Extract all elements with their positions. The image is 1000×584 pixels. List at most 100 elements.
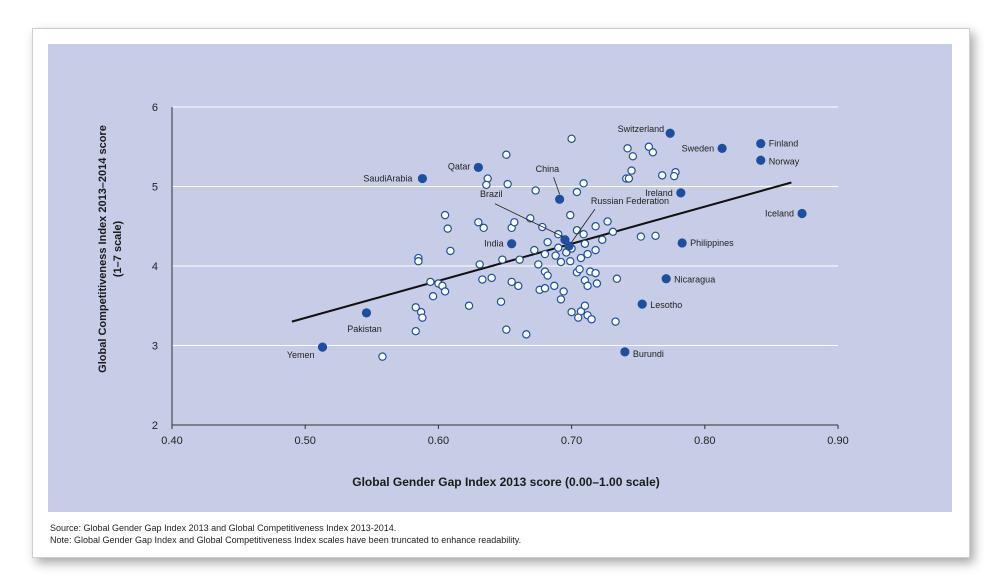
data-point bbox=[583, 249, 592, 259]
data-point bbox=[478, 275, 487, 284]
point-label: India bbox=[484, 239, 504, 249]
data-point-labeled bbox=[417, 173, 428, 184]
data-point bbox=[551, 251, 560, 260]
data-point-labeled bbox=[756, 138, 766, 149]
point-label: Russian Federation bbox=[591, 196, 669, 206]
data-point bbox=[603, 217, 612, 226]
data-point-labeled bbox=[717, 143, 727, 153]
data-point bbox=[591, 268, 600, 278]
data-point bbox=[628, 152, 638, 161]
data-point bbox=[440, 210, 450, 220]
point-label: Iceland bbox=[765, 209, 794, 219]
data-point bbox=[534, 260, 543, 269]
data-point bbox=[612, 274, 622, 283]
data-point bbox=[566, 257, 575, 266]
y-tick-label: 4 bbox=[152, 261, 158, 273]
data-point bbox=[414, 257, 423, 266]
axes bbox=[171, 107, 839, 429]
data-point bbox=[575, 264, 584, 274]
point-label: Philippines bbox=[690, 238, 734, 248]
data-point bbox=[543, 271, 552, 280]
data-point-labeled bbox=[676, 188, 686, 198]
data-point bbox=[479, 223, 488, 233]
data-point bbox=[580, 301, 590, 310]
data-point-labeled bbox=[797, 208, 807, 219]
tick-labels: 2 3 4 5 6 0.40 0.50 0.60 0.70 0.80 0.90 bbox=[152, 102, 849, 447]
data-point bbox=[583, 281, 592, 291]
data-point bbox=[540, 249, 550, 259]
data-point bbox=[378, 352, 387, 361]
data-point bbox=[428, 292, 438, 301]
data-point bbox=[411, 326, 420, 336]
data-point bbox=[566, 210, 575, 220]
y-tick-label: 6 bbox=[152, 102, 158, 114]
data-point bbox=[502, 325, 511, 334]
data-point bbox=[556, 257, 566, 267]
data-point bbox=[446, 246, 455, 256]
data-point bbox=[567, 307, 576, 317]
data-point bbox=[644, 142, 654, 151]
data-point bbox=[550, 281, 559, 291]
x-tick-label: 0.40 bbox=[161, 435, 182, 447]
scatter-chart: 2 3 4 5 6 0.40 0.50 0.60 0.70 0.80 0.90 Switzerlan… bbox=[97, 102, 849, 489]
point-label: Brazil bbox=[480, 189, 503, 199]
footnote: Note: Global Gender Gap Index and Global… bbox=[50, 535, 522, 545]
data-point-labeled bbox=[507, 239, 517, 249]
data-point bbox=[608, 227, 618, 237]
data-point bbox=[510, 218, 519, 227]
data-point-labeled bbox=[361, 308, 372, 318]
point-label: Norway bbox=[769, 156, 800, 166]
point-label: Finland bbox=[769, 139, 799, 149]
data-point bbox=[514, 281, 523, 291]
data-point-labeled bbox=[317, 342, 328, 352]
data-point bbox=[611, 317, 620, 326]
data-point bbox=[502, 150, 511, 159]
data-point bbox=[556, 295, 566, 304]
data-point bbox=[540, 284, 550, 293]
point-label: China bbox=[536, 164, 560, 174]
leader-line bbox=[494, 203, 564, 238]
data-point bbox=[475, 260, 484, 269]
chart-panel bbox=[48, 44, 952, 512]
data-point bbox=[572, 226, 582, 235]
data-point bbox=[657, 171, 667, 180]
data-point bbox=[572, 187, 582, 197]
point-label: Lesotho bbox=[650, 300, 682, 310]
data-point bbox=[530, 245, 539, 255]
x-tick-label: 0.80 bbox=[694, 435, 715, 447]
data-point bbox=[579, 179, 588, 188]
y-axis-title-line1: Global Competitiveness Index 2013–2014 s… bbox=[97, 125, 109, 373]
data-point bbox=[440, 287, 450, 296]
data-point bbox=[522, 330, 531, 339]
leader-line bbox=[570, 208, 596, 244]
data-point bbox=[411, 303, 420, 312]
notes: Source: Global Gender Gap Index 2013 and… bbox=[50, 522, 950, 546]
data-point bbox=[443, 224, 452, 233]
point-label: Ireland bbox=[645, 188, 673, 198]
data-point bbox=[464, 301, 474, 310]
data-point bbox=[474, 218, 483, 227]
point-label: Qatar bbox=[448, 161, 471, 171]
data-point bbox=[574, 313, 583, 322]
data-point bbox=[580, 239, 590, 248]
data-point bbox=[636, 232, 646, 241]
x-tick-label: 0.70 bbox=[561, 435, 582, 447]
data-point bbox=[627, 166, 636, 175]
grid-lines bbox=[172, 106, 838, 346]
x-tick-label: 0.90 bbox=[827, 435, 848, 447]
x-tick-label: 0.50 bbox=[294, 435, 315, 447]
point-label: Pakistan bbox=[347, 324, 382, 334]
point-label: Nicaragua bbox=[674, 275, 715, 285]
data-point bbox=[587, 315, 596, 324]
data-point bbox=[624, 174, 634, 183]
data-point bbox=[498, 255, 507, 264]
data-point bbox=[531, 186, 540, 195]
leader-line bbox=[553, 177, 560, 195]
data-point bbox=[648, 148, 658, 157]
data-point bbox=[543, 237, 552, 247]
data-point bbox=[418, 313, 427, 322]
data-point-labeled bbox=[665, 128, 675, 138]
data-point bbox=[503, 179, 512, 189]
x-tick-label: 0.60 bbox=[428, 435, 449, 447]
source-note: Source: Global Gender Gap Index 2013 and… bbox=[50, 523, 397, 533]
